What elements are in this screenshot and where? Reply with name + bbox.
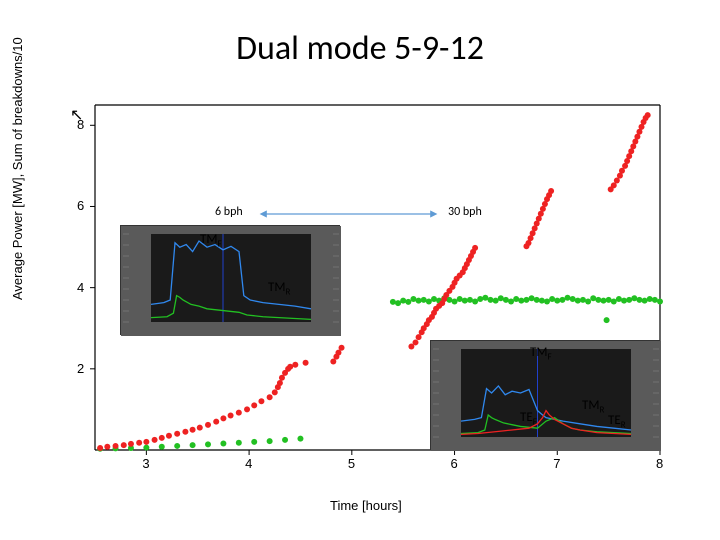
label-tmf-1: TMF bbox=[200, 232, 222, 250]
label-tef: TEF bbox=[520, 410, 537, 428]
x-axis-label: Time [hours] bbox=[330, 498, 402, 513]
y-tick: 2 bbox=[77, 361, 84, 376]
annotation-30bph: 30 bph bbox=[448, 205, 482, 219]
label-tmr-1: TMR bbox=[268, 280, 290, 298]
label-ter: TER bbox=[608, 413, 626, 431]
inset1-svg bbox=[121, 226, 341, 336]
y-axis-label: Average Power [MW], Sum of breakdowns/10 bbox=[10, 37, 25, 300]
annotation-6bph: 6 bph bbox=[215, 205, 243, 219]
x-tick: 3 bbox=[142, 456, 149, 471]
x-tick: 6 bbox=[451, 456, 458, 471]
bph-arrow bbox=[256, 208, 441, 220]
label-tmf-2: TMF bbox=[530, 345, 552, 363]
slide: Dual mode 5-9-12 Average Power [MW], Sum… bbox=[0, 0, 720, 540]
y-tick: 4 bbox=[77, 280, 84, 295]
x-tick: 7 bbox=[553, 456, 560, 471]
x-tick: 5 bbox=[348, 456, 355, 471]
x-tick: 8 bbox=[656, 456, 663, 471]
x-tick: 4 bbox=[245, 456, 252, 471]
y-tick: 6 bbox=[77, 198, 84, 213]
y-tick: 8 bbox=[77, 117, 84, 132]
slide-title: Dual mode 5-9-12 bbox=[0, 28, 720, 69]
label-tmr-2: TMR bbox=[582, 398, 604, 416]
inset-plot-1 bbox=[120, 225, 340, 335]
